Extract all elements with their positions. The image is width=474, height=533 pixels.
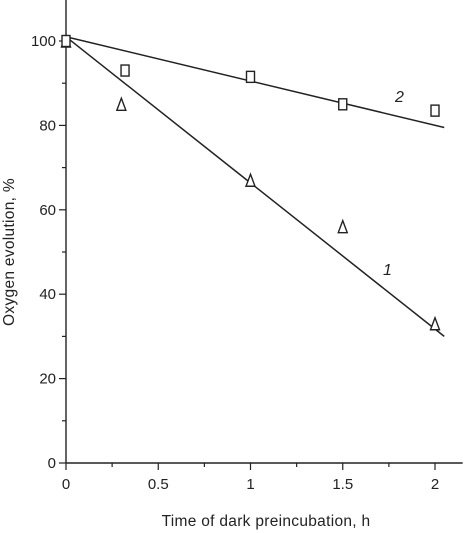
triangle-marker <box>337 218 349 234</box>
y-tick-label: 20 <box>39 371 56 388</box>
triangle-marker <box>115 96 127 112</box>
square-marker <box>61 34 71 48</box>
y-tick-label: 0 <box>48 455 56 472</box>
data-markers <box>60 33 441 331</box>
axes <box>65 0 463 464</box>
square-marker <box>338 98 348 111</box>
x-axis-label: Time of dark preincubation, h <box>162 513 371 530</box>
y-tick-label: 60 <box>39 202 56 219</box>
y-ticks: 0 20 40 60 80 100 <box>31 33 66 472</box>
y-tick-label: 100 <box>31 33 56 50</box>
x-ticks: 0 0.5 1 1.5 2 <box>62 463 439 493</box>
series-label-1: 1 <box>383 262 392 279</box>
y-tick-label: 80 <box>39 117 56 134</box>
series-labels: 12 <box>383 89 404 279</box>
x-tick-label: 0 <box>62 476 70 493</box>
square-marker <box>120 64 130 77</box>
y-tick-label: 40 <box>39 286 56 303</box>
square-marker <box>430 104 440 117</box>
x-tick-label: 1.5 <box>332 476 353 493</box>
square-marker <box>245 70 256 84</box>
x-tick-label: 1 <box>246 476 254 493</box>
series-label-2: 2 <box>394 89 404 106</box>
triangle-marker <box>429 315 441 331</box>
x-tick-label: 0.5 <box>148 476 169 493</box>
x-tick-label: 2 <box>431 476 439 493</box>
triangle-marker <box>244 172 257 187</box>
y-axis-label: Oxygen evolution, % <box>1 178 18 326</box>
